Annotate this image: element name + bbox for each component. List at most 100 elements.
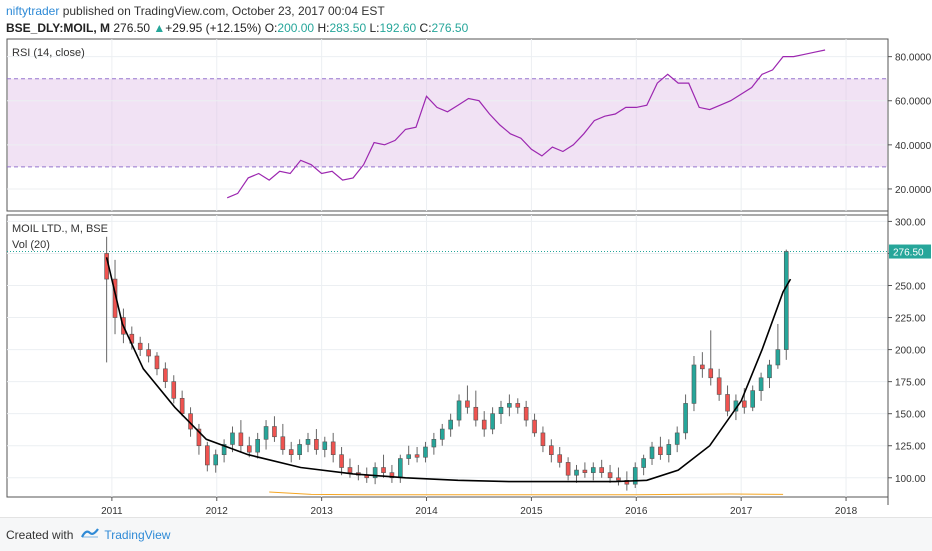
candle xyxy=(381,454,386,478)
candle xyxy=(490,407,495,435)
open-label: O: xyxy=(264,21,278,35)
x-tick-label: 2013 xyxy=(311,506,334,517)
candle xyxy=(599,459,604,478)
candle-body xyxy=(372,467,378,479)
candle xyxy=(616,467,621,486)
candle-body xyxy=(297,444,302,456)
candle xyxy=(389,464,395,483)
candle-body xyxy=(532,419,537,434)
candle xyxy=(406,445,411,465)
candle-body xyxy=(641,458,646,468)
candle xyxy=(473,390,479,427)
candle xyxy=(347,458,353,478)
x-tick-label: 2014 xyxy=(415,506,438,517)
candle-body xyxy=(658,446,663,456)
candle xyxy=(649,441,655,465)
candle-body xyxy=(507,403,512,408)
candle xyxy=(607,464,613,483)
candle xyxy=(398,454,403,483)
candle-body xyxy=(448,419,453,430)
price-tick-label: 300.00 xyxy=(895,217,926,228)
author-link[interactable]: niftytrader xyxy=(6,4,60,18)
candle-body xyxy=(700,364,705,370)
candle-body xyxy=(767,364,772,379)
candle xyxy=(658,436,663,460)
candle-body xyxy=(196,428,202,447)
candle-body xyxy=(398,458,403,479)
candle xyxy=(163,362,168,389)
candle xyxy=(515,398,521,414)
candle xyxy=(666,439,672,463)
candle-body xyxy=(549,445,554,455)
candle xyxy=(330,432,336,463)
candle xyxy=(104,236,109,363)
price-frame xyxy=(6,214,889,498)
candle-body xyxy=(322,441,328,450)
tradingview-link[interactable]: TradingView xyxy=(104,527,171,542)
tradingview-logo-icon[interactable] xyxy=(81,527,100,542)
x-tick-label: 2015 xyxy=(520,506,543,517)
candle-body xyxy=(616,477,621,481)
candle-body xyxy=(481,419,487,430)
candle-body xyxy=(263,426,269,440)
open-value: 200.00 xyxy=(277,21,315,35)
change-value: +29.95 (+12.15%) xyxy=(165,21,262,35)
candle-body xyxy=(716,377,722,395)
candle-body xyxy=(590,467,596,473)
price-tick-label: 150.00 xyxy=(895,410,926,421)
candle xyxy=(632,462,638,489)
last-price-badge xyxy=(889,244,931,259)
candle xyxy=(414,447,420,463)
candle xyxy=(137,336,143,356)
candle xyxy=(297,439,302,460)
candle xyxy=(171,375,177,404)
candle-body xyxy=(574,469,579,476)
candle xyxy=(196,423,202,455)
candle xyxy=(590,462,596,481)
candle-body xyxy=(171,381,177,399)
rsi-band xyxy=(8,78,887,167)
candle-body xyxy=(490,413,495,430)
candle-body xyxy=(540,432,546,447)
candle xyxy=(549,439,554,463)
candle-body xyxy=(246,445,252,453)
candle xyxy=(700,352,705,378)
candle xyxy=(456,394,462,427)
publish-line: niftytrader published on TradingView.com… xyxy=(6,4,385,18)
rsi-tick-label: 60.0000 xyxy=(895,97,932,108)
low-value: 192.60 xyxy=(379,21,417,35)
candle xyxy=(439,423,445,446)
candle xyxy=(641,454,646,476)
candle xyxy=(691,356,697,412)
candle xyxy=(221,439,227,463)
candle-body xyxy=(783,251,789,350)
candle-body xyxy=(649,446,655,459)
candle-body xyxy=(439,428,445,440)
candle xyxy=(305,432,311,453)
candle-body xyxy=(255,439,260,453)
candle-body xyxy=(305,439,311,445)
candle-body xyxy=(288,449,294,455)
published-text: published on TradingView.com, October 23… xyxy=(62,4,385,18)
rsi-tick-label: 40.0000 xyxy=(895,141,932,152)
candle-body xyxy=(565,462,571,476)
candle xyxy=(783,249,789,360)
candle-body xyxy=(582,469,588,473)
candle-body xyxy=(163,368,168,382)
candle-body xyxy=(632,467,638,485)
price-title: MOIL LTD., M, BSE xyxy=(12,223,108,235)
candle-body xyxy=(137,342,143,350)
candle xyxy=(532,413,537,437)
price-tick-label: 250.00 xyxy=(895,282,926,293)
candle xyxy=(683,394,688,440)
candle-body xyxy=(238,432,244,447)
up-arrow-icon: ▲ xyxy=(153,21,166,35)
x-axis: 2011 2012 2013 2014 2015 2016 2017 2018 xyxy=(101,497,858,517)
candle-body xyxy=(414,454,420,458)
cup-curve xyxy=(105,257,792,483)
candle xyxy=(481,411,487,437)
candle-body xyxy=(683,403,688,434)
candle-body xyxy=(473,406,479,421)
last-price: 276.50 xyxy=(113,21,151,35)
candle xyxy=(255,432,260,459)
